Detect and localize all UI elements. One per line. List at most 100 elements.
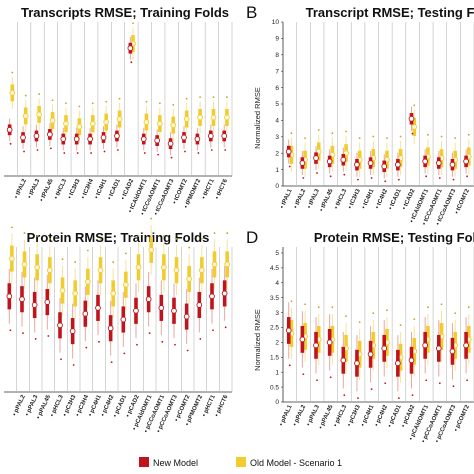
panel-d-letter: D xyxy=(246,228,258,247)
old-outlier xyxy=(99,237,102,240)
old-outlier xyxy=(345,130,347,133)
new-median xyxy=(299,160,306,166)
old-outlier xyxy=(124,252,127,255)
category-label: • pPAL1 xyxy=(279,404,294,427)
new-outlier xyxy=(184,150,186,153)
new-outlier xyxy=(452,178,455,181)
new-outlier xyxy=(370,177,373,179)
new-median xyxy=(171,307,177,314)
category-label: • tHCT6 xyxy=(215,178,230,201)
new-outlier xyxy=(197,152,200,154)
panel-a-title: Transcripts RMSE; Training Folds xyxy=(21,5,229,20)
old-outlier xyxy=(454,137,457,140)
new-median xyxy=(381,345,388,352)
old-outlier xyxy=(304,137,307,140)
old-median xyxy=(411,124,418,130)
new-outlier xyxy=(384,382,387,385)
old-median xyxy=(156,120,163,127)
category-label: • tC4H1 xyxy=(94,178,109,200)
old-outlier xyxy=(399,324,402,326)
new-outlier xyxy=(452,385,455,388)
old-outlier xyxy=(91,102,94,105)
new-median xyxy=(120,316,127,323)
panel-c-plot: • pPAL2• pPAL3• pPAL45• pHCL3• pC3H3• pC… xyxy=(4,217,233,434)
old-outlier xyxy=(331,306,334,309)
new-outlier xyxy=(288,364,291,367)
old-median xyxy=(49,117,56,124)
new-median xyxy=(209,293,215,300)
old-outlier xyxy=(317,306,320,309)
category-label: • tC4H2 xyxy=(375,188,390,210)
old-median xyxy=(85,278,91,285)
old-outlier xyxy=(175,237,178,240)
old-median xyxy=(170,122,177,129)
new-median xyxy=(183,313,190,320)
new-median xyxy=(435,345,442,352)
category-label: • tPAL3 xyxy=(307,188,321,210)
new-outlier xyxy=(60,358,62,361)
new-outlier xyxy=(438,177,441,179)
old-outlier xyxy=(105,100,108,103)
y-tick-label: 1 xyxy=(275,369,279,376)
category-label: • tPAL45 xyxy=(319,188,335,213)
new-outlier xyxy=(98,340,100,343)
old-outlier xyxy=(386,137,388,140)
new-outlier xyxy=(174,343,176,346)
old-outlier xyxy=(226,232,229,234)
category-label: • tPAL3 xyxy=(27,178,41,200)
new-outlier xyxy=(157,153,160,156)
new-outlier xyxy=(136,343,138,346)
old-outlier xyxy=(112,261,115,263)
new-median xyxy=(313,155,319,161)
old-outlier xyxy=(78,105,81,108)
category-label: • pHCT6 xyxy=(214,394,229,418)
new-median xyxy=(395,360,401,367)
category-label: • tPAL1 xyxy=(279,188,293,210)
old-median xyxy=(199,267,205,274)
new-outlier xyxy=(329,175,332,178)
old-median xyxy=(183,116,190,122)
new-median xyxy=(107,325,114,332)
y-tick-label: 9 xyxy=(275,36,279,43)
new-outlier xyxy=(411,132,414,135)
new-median xyxy=(167,140,174,147)
category-label: • tCAD2 xyxy=(402,188,417,211)
new-outlier xyxy=(123,352,126,355)
old-outlier xyxy=(23,232,26,234)
new-median xyxy=(207,133,214,139)
y-tick-label: 5 xyxy=(275,101,279,108)
new-median xyxy=(367,351,374,358)
y-tick-label: 2.5 xyxy=(270,325,279,332)
old-outlier xyxy=(290,300,293,303)
old-outlier xyxy=(290,132,293,135)
new-outlier xyxy=(212,329,214,332)
old-median xyxy=(72,290,79,297)
y-tick-label: 8 xyxy=(275,52,279,59)
old-outlier xyxy=(226,96,228,99)
old-median xyxy=(211,261,218,268)
new-median xyxy=(449,161,456,168)
new-median xyxy=(60,136,67,142)
new-median xyxy=(133,307,139,314)
new-outlier xyxy=(411,394,414,397)
new-median xyxy=(463,158,469,165)
old-outlier xyxy=(36,235,39,237)
old-outlier xyxy=(426,133,429,136)
new-median xyxy=(449,348,456,355)
y-tick-label: 0 xyxy=(275,183,279,190)
y-tick-label: 4 xyxy=(275,118,279,125)
new-outlier xyxy=(316,172,318,174)
new-median xyxy=(408,357,415,364)
category-label: • tPAL2 xyxy=(293,188,307,210)
legend-old-swatch xyxy=(236,457,246,467)
new-outlier xyxy=(9,142,12,145)
new-outlier xyxy=(117,149,119,151)
old-outlier xyxy=(304,303,307,306)
old-outlier xyxy=(145,100,148,103)
old-median xyxy=(63,120,69,127)
old-outlier xyxy=(317,129,320,131)
new-median xyxy=(19,296,25,303)
new-outlier xyxy=(72,364,75,366)
new-outlier xyxy=(343,394,346,397)
category-label: • tC3H3 xyxy=(347,188,362,210)
